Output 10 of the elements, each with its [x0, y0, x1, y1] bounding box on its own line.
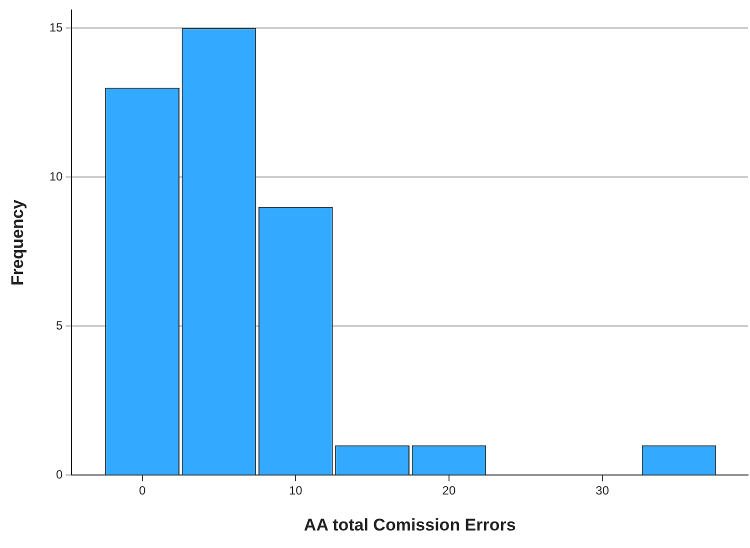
y-tick-label: 10 — [49, 169, 64, 184]
x-tick-label: 10 — [288, 484, 303, 498]
x-tick-label: 30 — [596, 484, 610, 498]
y-tick-label: 15 — [49, 20, 64, 34]
y-tick-label: 5 — [56, 318, 64, 332]
x-tick-label: 0 — [138, 484, 146, 498]
x-tick-label: 20 — [442, 484, 456, 498]
x-axis-title: AA total Comission Errors — [304, 515, 516, 534]
y-tick-label: 0 — [56, 468, 64, 482]
y-axis-title: Frequency — [8, 199, 27, 286]
